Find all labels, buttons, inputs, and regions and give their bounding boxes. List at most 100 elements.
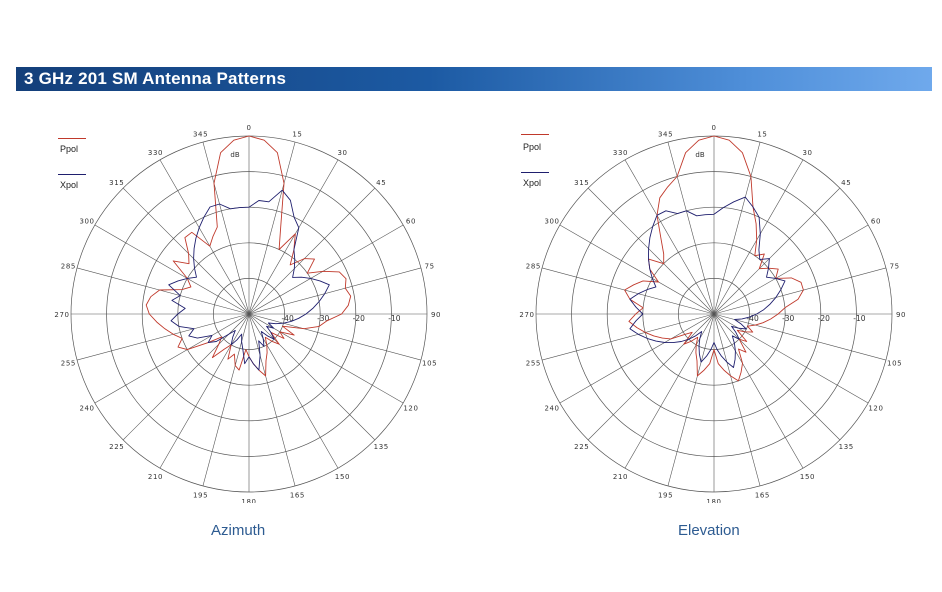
grid-spoke bbox=[122, 187, 250, 315]
series-ppol-curve bbox=[145, 135, 352, 377]
grid-spoke bbox=[202, 141, 250, 315]
angle-tick-label: 255 bbox=[526, 359, 541, 367]
grid-spoke bbox=[159, 159, 250, 315]
grid-spoke bbox=[248, 313, 376, 441]
radial-tick-labels: -40 -30 -20 -10 bbox=[746, 314, 865, 323]
grid-spoke bbox=[248, 267, 422, 315]
legend-label-xpol: Xpol bbox=[523, 178, 542, 188]
grid-spoke bbox=[667, 141, 715, 315]
title-banner: 3 GHz 201 SM Antenna Patterns bbox=[16, 67, 932, 91]
grid-spoke bbox=[713, 313, 869, 404]
angle-tick-label: 300 bbox=[544, 218, 559, 226]
radial-tick-label: -20 bbox=[353, 314, 365, 323]
angle-tick-label: 0 bbox=[711, 124, 716, 132]
angle-tick-label: 270 bbox=[54, 311, 69, 319]
angle-tick-label: 45 bbox=[376, 179, 386, 187]
grid-spoke bbox=[713, 313, 804, 469]
grid-spoke bbox=[248, 141, 296, 315]
series-xpol-curve bbox=[629, 196, 786, 368]
grid-spoke bbox=[713, 267, 887, 315]
polar-grid bbox=[535, 135, 893, 493]
grid-spoke bbox=[713, 187, 841, 315]
angle-tick-label: 15 bbox=[757, 130, 767, 138]
page-title: 3 GHz 201 SM Antenna Patterns bbox=[24, 69, 287, 88]
radial-tick-label: -20 bbox=[818, 314, 830, 323]
azimuth-polar-plot: 0 15 30 45 60 75 90 105 120 135 150 165 180 195 210 225… bbox=[54, 124, 440, 503]
series-xpol-curve bbox=[168, 189, 330, 371]
grid-spoke bbox=[624, 313, 715, 469]
angle-tick-label: 120 bbox=[868, 405, 883, 413]
angle-tick-label: 75 bbox=[890, 263, 900, 271]
grid-spoke bbox=[76, 267, 250, 315]
legend-swatch-ppol bbox=[58, 138, 86, 139]
angle-tick-label: 330 bbox=[148, 149, 163, 157]
angle-tick-label: 210 bbox=[148, 473, 163, 481]
legend-label-ppol: Ppol bbox=[60, 144, 79, 154]
grid-spoke bbox=[541, 313, 715, 361]
grid-spoke bbox=[248, 159, 339, 315]
grid-spoke bbox=[713, 313, 761, 487]
grid-spoke bbox=[587, 187, 715, 315]
angle-tick-label: 195 bbox=[658, 492, 673, 500]
radial-tick-label: -10 bbox=[388, 314, 400, 323]
elevation-chart: 0 15 30 45 60 75 90 105 120 135 150 165 180 195 210 225… bbox=[513, 118, 913, 503]
grid-spoke bbox=[713, 224, 869, 315]
angle-tick-label: 345 bbox=[658, 130, 673, 138]
legend-swatch-ppol bbox=[521, 134, 549, 135]
grid-spoke bbox=[713, 159, 804, 315]
grid-spoke bbox=[248, 313, 404, 404]
angle-tick-label: 270 bbox=[519, 311, 534, 319]
angle-tick-label: 120 bbox=[403, 405, 418, 413]
angle-tick-label: 60 bbox=[871, 218, 881, 226]
legend-label-xpol: Xpol bbox=[60, 180, 79, 190]
angle-tick-label: 60 bbox=[406, 218, 416, 226]
angle-tick-labels: 0 15 30 45 60 75 90 105 120 135 150 165 180 195 210 225… bbox=[54, 124, 440, 503]
angle-tick-label: 330 bbox=[613, 149, 628, 157]
angle-tick-label: 30 bbox=[802, 149, 812, 157]
angle-tick-label: 210 bbox=[613, 473, 628, 481]
angle-tick-labels: 0 15 30 45 60 75 90 105 120 135 150 165 180 195 210 225… bbox=[519, 124, 906, 503]
grid-spoke bbox=[587, 313, 715, 441]
angle-tick-label: 345 bbox=[193, 130, 208, 138]
grid-spoke bbox=[713, 313, 841, 441]
angle-tick-label: 195 bbox=[193, 492, 208, 500]
grid-spoke bbox=[248, 313, 339, 469]
angle-tick-label: 240 bbox=[79, 405, 94, 413]
elevation-polar-plot: 0 15 30 45 60 75 90 105 120 135 150 165 180 195 210 225… bbox=[519, 124, 906, 503]
angle-tick-label: 150 bbox=[800, 473, 815, 481]
angle-tick-label: 240 bbox=[544, 405, 559, 413]
angle-tick-label: 0 bbox=[246, 124, 251, 132]
legend-label-ppol: Ppol bbox=[523, 142, 542, 152]
angle-tick-label: 285 bbox=[61, 263, 76, 271]
angle-tick-label: 255 bbox=[61, 359, 76, 367]
grid-spoke bbox=[713, 313, 887, 361]
angle-tick-label: 30 bbox=[337, 149, 347, 157]
angle-tick-label: 315 bbox=[574, 179, 589, 187]
radial-tick-labels: -40 -30 -20 -10 bbox=[281, 314, 400, 323]
grid-spoke bbox=[94, 224, 250, 315]
angle-tick-label: 180 bbox=[241, 498, 256, 503]
grid-spoke bbox=[559, 224, 715, 315]
unit-label: dB bbox=[230, 151, 239, 159]
angle-tick-label: 180 bbox=[706, 498, 721, 503]
radial-tick-label: -40 bbox=[746, 314, 758, 323]
angle-tick-label: 135 bbox=[839, 443, 854, 451]
grid-spoke bbox=[159, 313, 250, 469]
angle-tick-label: 90 bbox=[896, 311, 906, 319]
angle-tick-label: 300 bbox=[79, 218, 94, 226]
angle-tick-label: 75 bbox=[425, 263, 435, 271]
angle-tick-label: 150 bbox=[335, 473, 350, 481]
angle-tick-label: 45 bbox=[841, 179, 851, 187]
grid-spoke bbox=[559, 313, 715, 404]
radial-tick-label: -30 bbox=[317, 314, 329, 323]
grid-spoke bbox=[624, 159, 715, 315]
angle-tick-label: 15 bbox=[292, 130, 302, 138]
grid-spoke bbox=[713, 141, 761, 315]
radial-tick-label: -10 bbox=[853, 314, 865, 323]
angle-tick-label: 165 bbox=[755, 492, 770, 500]
radial-tick-label: -30 bbox=[782, 314, 794, 323]
elevation-legend: Ppol Xpol bbox=[521, 132, 581, 192]
azimuth-chart: 0 15 30 45 60 75 90 105 120 135 150 165 180 195 210 225… bbox=[48, 118, 448, 503]
grid-spoke bbox=[248, 187, 376, 315]
grid-spoke bbox=[248, 313, 422, 361]
